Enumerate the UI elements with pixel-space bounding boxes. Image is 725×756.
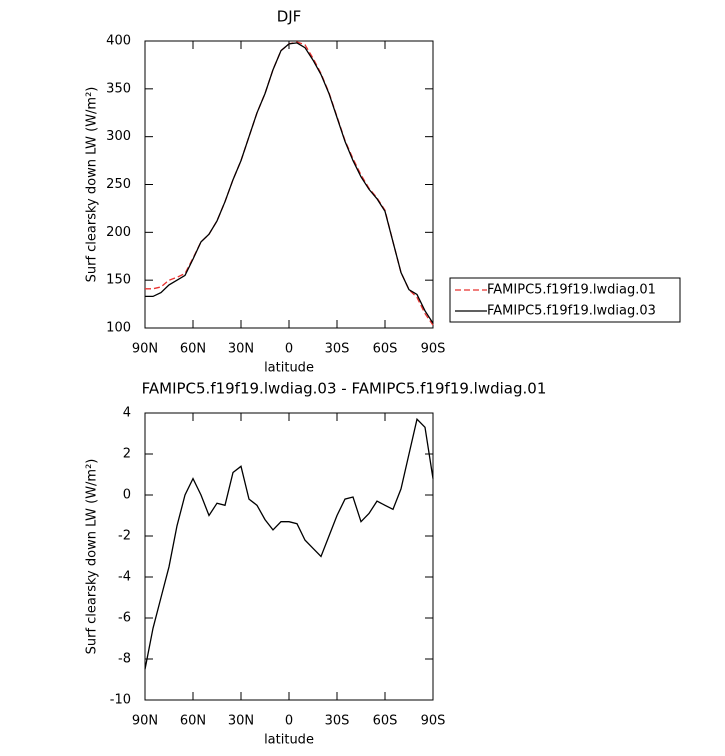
- x-tick-label: 30N: [228, 342, 254, 357]
- legend-box: [449, 277, 681, 323]
- y-tick-label: -4: [118, 570, 131, 585]
- y-tick-label: -10: [110, 693, 131, 708]
- y-tick-label: 300: [106, 129, 131, 144]
- x-tick-label: 60N: [180, 342, 206, 357]
- x-tick-label: 60S: [373, 342, 398, 357]
- y-tick-label: 350: [106, 81, 131, 96]
- y-tick-label: 100: [106, 321, 131, 336]
- chart-title: DJF: [277, 8, 302, 26]
- y-tick-label: -8: [118, 652, 131, 667]
- legend-label: FAMIPC5.f19f19.lwdiag.03: [487, 304, 656, 319]
- y-axis-label: Surf clearsky down LW (W/m²): [85, 459, 100, 655]
- x-tick-label: 60N: [180, 714, 206, 729]
- x-tick-label: 60S: [373, 714, 398, 729]
- x-tick-label: 30N: [228, 714, 254, 729]
- y-tick-label: 0: [123, 488, 131, 503]
- x-tick-label: 90S: [421, 342, 446, 357]
- legend-label: FAMIPC5.f19f19.lwdiag.01: [487, 283, 656, 298]
- y-tick-label: 4: [123, 406, 131, 421]
- x-tick-label: 90N: [132, 714, 158, 729]
- y-tick-label: 200: [106, 225, 131, 240]
- x-axis-label: latitude: [264, 361, 314, 376]
- x-tick-label: 0: [285, 342, 293, 357]
- x-axis-label: latitude: [264, 733, 314, 748]
- x-tick-label: 0: [285, 714, 293, 729]
- y-tick-label: -6: [118, 611, 131, 626]
- y-tick-label: -2: [118, 529, 131, 544]
- y-tick-label: 400: [106, 34, 131, 49]
- plot-frame: [144, 40, 434, 329]
- plot-frame: [144, 412, 434, 701]
- y-axis-label: Surf clearsky down LW (W/m²): [85, 87, 100, 283]
- y-tick-label: 2: [123, 447, 131, 462]
- data-line: [145, 41, 434, 326]
- y-tick-label: 150: [106, 273, 131, 288]
- data-line: [145, 42, 434, 324]
- x-tick-label: 30S: [325, 714, 350, 729]
- x-tick-label: 30S: [325, 342, 350, 357]
- x-tick-label: 90S: [421, 714, 446, 729]
- x-tick-label: 90N: [132, 342, 158, 357]
- data-line: [144, 417, 434, 670]
- y-tick-label: 250: [106, 177, 131, 192]
- chart-title: FAMIPC5.f19f19.lwdiag.03 - FAMIPC5.f19f1…: [142, 380, 547, 398]
